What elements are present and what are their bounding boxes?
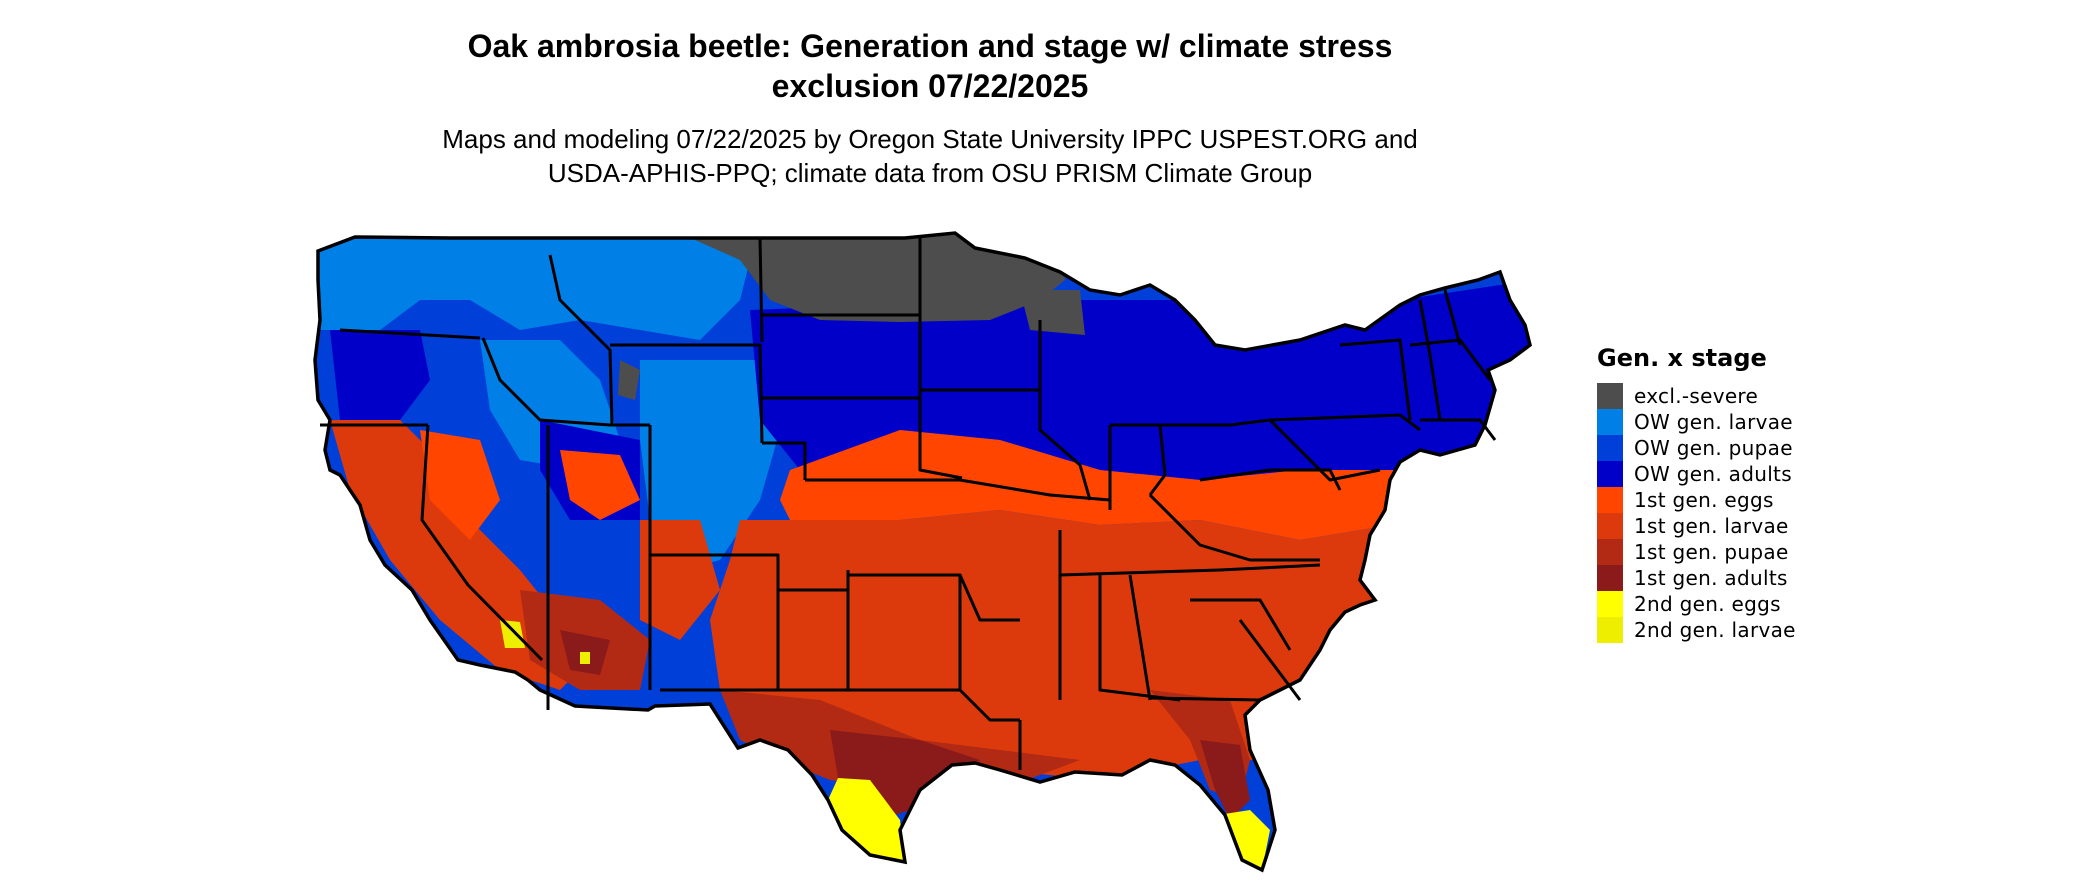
legend-label: 1st gen. eggs [1634, 488, 1774, 512]
legend-swatch [1597, 409, 1623, 435]
legend-swatch [1597, 565, 1623, 591]
legend-title: Gen. x stage [1597, 344, 1767, 372]
legend-item: OW gen. larvae [1597, 409, 1917, 435]
legend-label: excl.-severe [1634, 384, 1759, 408]
legend-item: 2nd gen. eggs [1597, 591, 1917, 617]
legend-swatch [1597, 461, 1623, 487]
legend-swatch [1597, 539, 1623, 565]
legend-label: OW gen. larvae [1634, 410, 1793, 434]
map-subtitle: Maps and modeling 07/22/2025 by Oregon S… [380, 122, 1480, 190]
legend-swatch [1597, 617, 1623, 643]
subtitle-line-2: USDA-APHIS-PPQ; climate data from OSU PR… [547, 158, 1313, 188]
us-map [300, 220, 1600, 890]
legend-item: excl.-severe [1597, 383, 1917, 409]
legend-item: OW gen. pupae [1597, 435, 1917, 461]
us-map-svg [313, 231, 1532, 872]
legend-label: 1st gen. adults [1634, 566, 1788, 590]
legend-item: 1st gen. pupae [1597, 539, 1917, 565]
state-boundaries [320, 237, 1497, 770]
legend-label: OW gen. adults [1634, 462, 1792, 486]
title-line-2: exclusion 07/22/2025 [771, 68, 1089, 104]
legend-item: 2nd gen. larvae [1597, 617, 1917, 643]
legend-swatch [1597, 487, 1623, 513]
title-line-1: Oak ambrosia beetle: Generation and stag… [467, 28, 1393, 64]
legend-label: OW gen. pupae [1634, 436, 1793, 460]
legend-label: 1st gen. pupae [1634, 540, 1789, 564]
map-fill-layer [315, 233, 1530, 870]
legend-label: 2nd gen. eggs [1634, 592, 1781, 616]
legend-swatch [1597, 513, 1623, 539]
map-title: Oak ambrosia beetle: Generation and stag… [380, 26, 1480, 106]
legend-label: 1st gen. larvae [1634, 514, 1789, 538]
legend-label: 2nd gen. larvae [1634, 618, 1796, 642]
legend-item: 1st gen. larvae [1597, 513, 1917, 539]
legend-swatch [1597, 435, 1623, 461]
legend-items: excl.-severe OW gen. larvae OW gen. pupa… [1597, 383, 1917, 643]
subtitle-line-1: Maps and modeling 07/22/2025 by Oregon S… [442, 124, 1418, 154]
legend-item: 1st gen. adults [1597, 565, 1917, 591]
legend-swatch [1597, 591, 1623, 617]
legend-swatch [1597, 383, 1623, 409]
legend: Gen. x stage excl.-severe OW gen. larvae… [1597, 343, 1917, 643]
legend-item: 1st gen. eggs [1597, 487, 1917, 513]
legend-item: OW gen. adults [1597, 461, 1917, 487]
